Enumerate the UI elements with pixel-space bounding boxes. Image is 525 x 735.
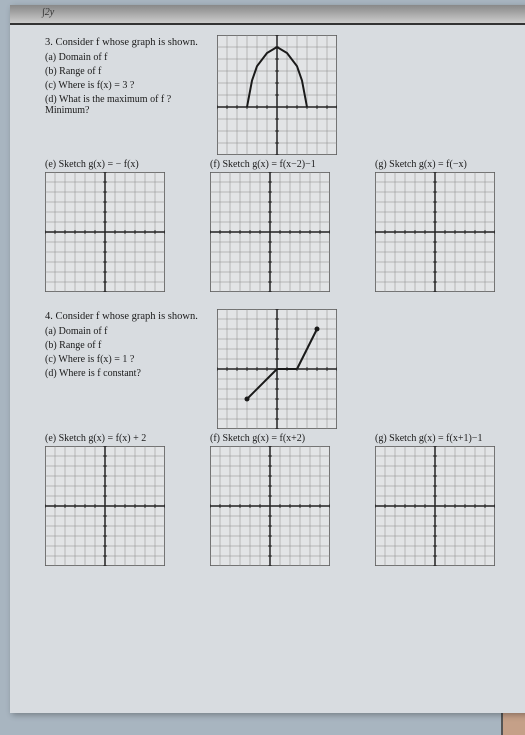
prob3-grid-f: [210, 172, 330, 292]
prob4-number: 4.: [45, 311, 53, 322]
prob3-c: (c) Where is f(x) = 3 ?: [45, 80, 205, 91]
prob4-grid-g: [375, 446, 495, 566]
page-top-edge: [10, 5, 525, 25]
prob4-e: (e) Sketch g(x) = f(x) + 2: [45, 433, 200, 444]
prob4-main-graph: [217, 309, 337, 429]
prob4-g: (g) Sketch g(x) = f(x+1)−1: [375, 433, 525, 444]
prob3-main-graph: [217, 35, 337, 155]
prob3-number: 3.: [45, 37, 53, 48]
prob3-grid-e: [45, 172, 165, 292]
prob3-e: (e) Sketch g(x) = − f(x): [45, 159, 200, 170]
prob4-f: (f) Sketch g(x) = f(x+2): [210, 433, 365, 444]
prob4-b: (b) Range of f: [45, 340, 205, 351]
prob3-intro: Consider f whose graph is shown.: [56, 37, 198, 48]
prob3-a: (a) Domain of f: [45, 52, 205, 63]
prob3-d: (d) What is the maximum of f ? Minimum?: [45, 94, 205, 116]
worksheet-page: ∫2y 3. Consider f whose graph is shown. …: [10, 5, 525, 713]
prob4-intro: Consider f whose graph is shown.: [56, 311, 198, 322]
prob4-grid-e: [45, 446, 165, 566]
prob3-f: (f) Sketch g(x) = f(x−2)−1: [210, 159, 365, 170]
prob4-c: (c) Where is f(x) = 1 ?: [45, 354, 205, 365]
problem-4: 4. Consider f whose graph is shown. (a) …: [45, 309, 525, 569]
problem-3: 3. Consider f whose graph is shown. (a) …: [45, 35, 525, 295]
prob4-d: (d) Where is f constant?: [45, 368, 205, 379]
prob4-a: (a) Domain of f: [45, 326, 205, 337]
prob3-g: (g) Sketch g(x) = f(−x): [375, 159, 525, 170]
corner-notation: ∫2y: [42, 7, 54, 18]
prob3-b: (b) Range of f: [45, 66, 205, 77]
prob3-grid-g: [375, 172, 495, 292]
prob4-grid-f: [210, 446, 330, 566]
